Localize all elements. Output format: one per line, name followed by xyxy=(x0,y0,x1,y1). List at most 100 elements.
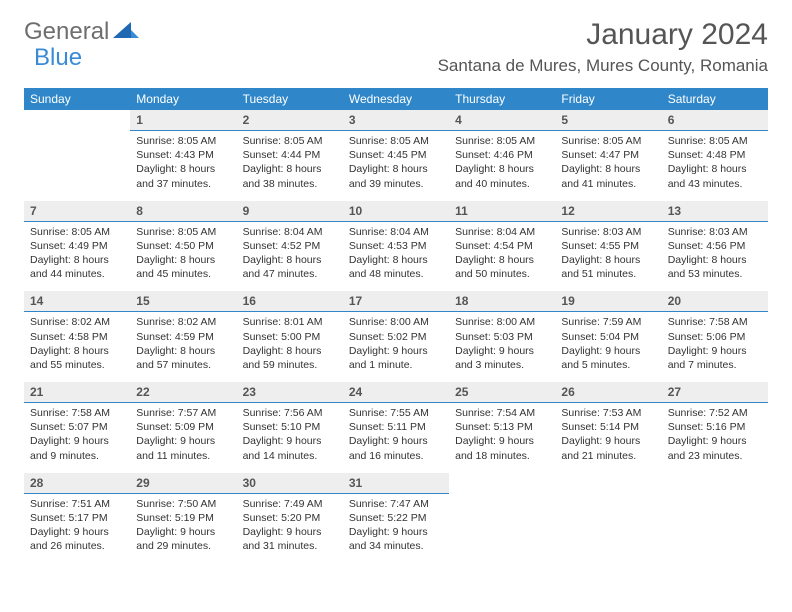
sunrise-label: Sunrise: xyxy=(455,135,494,147)
sunset-value: 4:54 PM xyxy=(494,240,533,252)
sunset-value: 5:11 PM xyxy=(387,421,425,433)
sunrise-value: 8:03 AM xyxy=(709,226,748,238)
sunrise-label: Sunrise: xyxy=(349,316,388,328)
sunset-value: 5:00 PM xyxy=(281,331,320,343)
sunrise-value: 7:53 AM xyxy=(603,407,642,419)
sunrise-value: 7:47 AM xyxy=(390,498,429,510)
logo: General xyxy=(24,18,141,46)
daylight-label: Daylight: xyxy=(30,254,71,266)
sunrise-value: 7:55 AM xyxy=(390,407,429,419)
sunrise-label: Sunrise: xyxy=(136,316,175,328)
day-cell: Sunrise: 7:55 AMSunset: 5:11 PMDaylight:… xyxy=(343,403,449,473)
logo-text-general: General xyxy=(24,18,109,46)
sunrise-label: Sunrise: xyxy=(30,407,69,419)
day-number: 10 xyxy=(343,201,449,222)
sunrise-label: Sunrise: xyxy=(136,407,175,419)
day-cell: Sunrise: 8:05 AMSunset: 4:50 PMDaylight:… xyxy=(130,221,236,291)
day-cell: Sunrise: 8:03 AMSunset: 4:56 PMDaylight:… xyxy=(662,221,768,291)
day-number: 9 xyxy=(237,201,343,222)
daylight-label: Daylight: xyxy=(136,163,177,175)
sunset-label: Sunset: xyxy=(243,512,279,524)
day-cell: Sunrise: 8:01 AMSunset: 5:00 PMDaylight:… xyxy=(237,312,343,382)
day-cell: Sunrise: 8:02 AMSunset: 4:58 PMDaylight:… xyxy=(24,312,130,382)
day-number: 2 xyxy=(237,110,343,131)
sunset-label: Sunset: xyxy=(243,331,279,343)
sunset-value: 5:04 PM xyxy=(600,331,639,343)
header: General January 2024 Santana de Mures, M… xyxy=(0,0,792,82)
sunset-label: Sunset: xyxy=(455,149,491,161)
day-number: 6 xyxy=(662,110,768,131)
daylight-label: Daylight: xyxy=(349,163,390,175)
sunrise-value: 8:04 AM xyxy=(390,226,429,238)
day-cell: Sunrise: 8:00 AMSunset: 5:02 PMDaylight:… xyxy=(343,312,449,382)
sunrise-value: 8:05 AM xyxy=(284,135,323,147)
sunrise-label: Sunrise: xyxy=(136,135,175,147)
sunset-label: Sunset: xyxy=(668,331,704,343)
sunset-value: 4:44 PM xyxy=(281,149,320,161)
sunrise-label: Sunrise: xyxy=(30,226,69,238)
sunrise-value: 8:02 AM xyxy=(178,316,217,328)
daylight-label: Daylight: xyxy=(561,435,602,447)
day-header: Friday xyxy=(555,88,661,110)
daylight-label: Daylight: xyxy=(243,526,284,538)
sunset-label: Sunset: xyxy=(561,421,597,433)
sunset-value: 5:06 PM xyxy=(706,331,745,343)
sunset-label: Sunset: xyxy=(30,240,66,252)
sunset-label: Sunset: xyxy=(561,331,597,343)
day-cell: Sunrise: 8:05 AMSunset: 4:44 PMDaylight:… xyxy=(237,131,343,201)
day-number xyxy=(662,473,768,494)
day-number: 15 xyxy=(130,291,236,312)
sunset-label: Sunset: xyxy=(561,149,597,161)
day-cell: Sunrise: 7:56 AMSunset: 5:10 PMDaylight:… xyxy=(237,403,343,473)
location-subtitle: Santana de Mures, Mures County, Romania xyxy=(438,56,768,76)
sunrise-label: Sunrise: xyxy=(455,316,494,328)
sunrise-value: 8:05 AM xyxy=(390,135,429,147)
sunset-value: 5:19 PM xyxy=(175,512,214,524)
daylight-label: Daylight: xyxy=(243,163,284,175)
sunset-value: 5:03 PM xyxy=(494,331,533,343)
daylight-label: Daylight: xyxy=(136,254,177,266)
day-number: 25 xyxy=(449,382,555,403)
sunset-value: 4:49 PM xyxy=(69,240,108,252)
day-number: 19 xyxy=(555,291,661,312)
sunrise-label: Sunrise: xyxy=(349,407,388,419)
day-cell: Sunrise: 7:58 AMSunset: 5:07 PMDaylight:… xyxy=(24,403,130,473)
sunrise-label: Sunrise: xyxy=(243,407,282,419)
sunrise-label: Sunrise: xyxy=(668,316,707,328)
sunrise-value: 8:05 AM xyxy=(497,135,536,147)
day-number xyxy=(555,473,661,494)
sunrise-label: Sunrise: xyxy=(668,135,707,147)
sunrise-label: Sunrise: xyxy=(136,498,175,510)
daylight-label: Daylight: xyxy=(668,163,709,175)
sunrise-value: 8:05 AM xyxy=(709,135,748,147)
month-title: January 2024 xyxy=(438,18,768,52)
sunrise-label: Sunrise: xyxy=(243,498,282,510)
day-number: 3 xyxy=(343,110,449,131)
sunrise-value: 7:51 AM xyxy=(71,498,110,510)
sunset-value: 5:14 PM xyxy=(600,421,639,433)
daylight-label: Daylight: xyxy=(349,254,390,266)
sunset-value: 5:13 PM xyxy=(494,421,533,433)
sunset-value: 5:22 PM xyxy=(387,512,426,524)
sunset-value: 5:10 PM xyxy=(281,421,320,433)
sunrise-value: 8:05 AM xyxy=(71,226,110,238)
sunset-label: Sunset: xyxy=(30,421,66,433)
day-header: Saturday xyxy=(662,88,768,110)
sunset-value: 4:47 PM xyxy=(600,149,639,161)
day-number: 20 xyxy=(662,291,768,312)
day-number: 18 xyxy=(449,291,555,312)
day-number: 31 xyxy=(343,473,449,494)
sunrise-value: 8:05 AM xyxy=(178,135,217,147)
daylight-label: Daylight: xyxy=(349,435,390,447)
day-cell xyxy=(24,131,130,201)
day-number: 1 xyxy=(130,110,236,131)
day-cell xyxy=(555,493,661,563)
day-number: 11 xyxy=(449,201,555,222)
day-number: 5 xyxy=(555,110,661,131)
sunrise-value: 8:03 AM xyxy=(603,226,642,238)
sunset-label: Sunset: xyxy=(455,331,491,343)
day-number: 21 xyxy=(24,382,130,403)
sunset-value: 4:45 PM xyxy=(387,149,426,161)
day-cell xyxy=(662,493,768,563)
daylight-label: Daylight: xyxy=(561,163,602,175)
